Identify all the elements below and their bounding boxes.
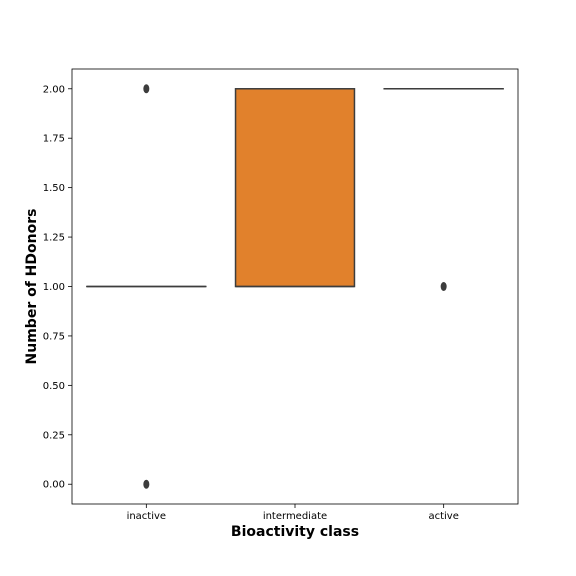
y-tick-label: 0.25 <box>43 430 65 441</box>
y-tick-label: 1.00 <box>43 282 65 293</box>
box-intermediate <box>234 88 356 288</box>
box-active <box>383 88 504 291</box>
y-axis: 0.00 0.25 0.50 0.75 1.00 1.25 1.50 1.75 2.00 <box>43 84 72 491</box>
outlier-point <box>143 84 150 94</box>
y-axis-title: Number of HDonors <box>24 209 40 365</box>
boxes-layer <box>86 84 504 489</box>
x-axis: inactive intermediate active <box>127 504 459 522</box>
y-tick-label: 1.75 <box>43 134 65 145</box>
box-inactive <box>86 84 207 489</box>
x-tick-label-active: active <box>428 511 458 522</box>
x-axis-title: Bioactivity class <box>231 524 359 540</box>
y-tick-label: 0.50 <box>43 381 65 392</box>
x-tick-label-inactive: inactive <box>127 511 167 522</box>
y-tick-label: 0.75 <box>43 331 65 342</box>
outlier-point <box>440 282 447 291</box>
x-tick-label-intermediate: intermediate <box>263 511 327 522</box>
y-tick-label: 2.00 <box>43 84 65 95</box>
box-body <box>234 88 356 288</box>
outlier-point <box>143 479 150 489</box>
y-tick-label: 1.25 <box>43 233 65 244</box>
y-tick-label: 1.50 <box>43 183 65 194</box>
y-tick-label: 0.00 <box>43 480 65 491</box>
